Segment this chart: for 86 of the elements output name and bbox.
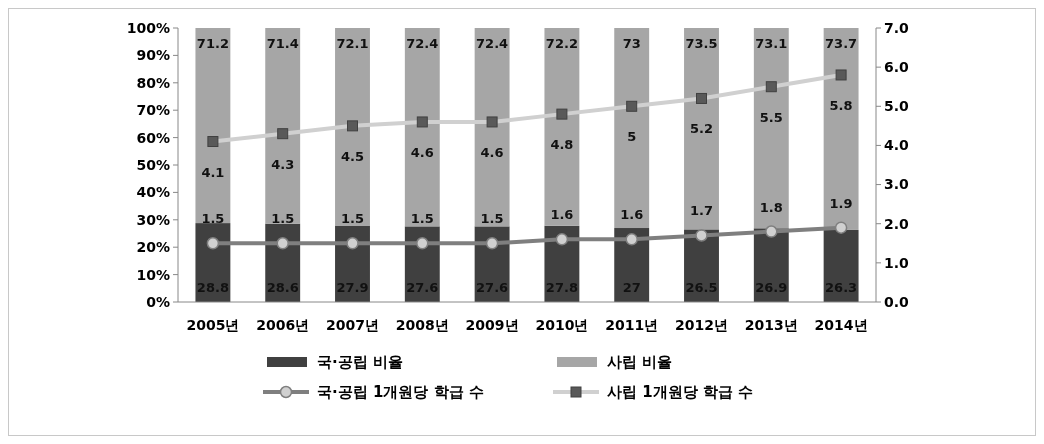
y2-tick-label: 6.0	[884, 59, 910, 76]
data-label: 1.5	[410, 211, 434, 227]
x-tick-label: 2006년	[256, 317, 310, 333]
bar	[404, 28, 440, 227]
y-tick-label: 40%	[136, 184, 170, 201]
x-tick-label: 2010년	[535, 317, 589, 333]
x-tick-label: 2005년	[186, 317, 240, 333]
x-tick-label: 2009년	[465, 317, 519, 333]
bar	[195, 223, 231, 302]
legend-label: 사립 1개원당 학급 수	[607, 383, 754, 402]
data-label: 1.5	[271, 211, 295, 227]
data-label: 72.2	[545, 36, 578, 51]
data-label: 73	[622, 36, 641, 51]
point	[206, 237, 220, 250]
bar	[823, 229, 859, 302]
bar	[195, 28, 231, 224]
data-label: 71.4	[266, 36, 299, 51]
x-tick-label: 2012년	[675, 317, 728, 333]
y-tick-label: 10%	[136, 266, 170, 283]
data-label: 73.7	[825, 36, 858, 51]
bar	[614, 228, 650, 302]
data-label: 4.5	[340, 148, 365, 164]
y2-tick-label: 1.0	[884, 254, 910, 271]
data-label: 1.8	[759, 199, 783, 215]
x-tick-label: 2008년	[395, 317, 449, 333]
y-tick-label: 80%	[136, 74, 170, 91]
data-label: 5.8	[829, 97, 853, 113]
y-tick-label: 70%	[136, 102, 170, 119]
bar	[544, 28, 580, 226]
x-tick-label: 2013년	[744, 317, 798, 333]
data-label: 4.1	[201, 164, 225, 180]
data-label: 5.2	[689, 121, 714, 137]
data-label: 71.2	[196, 36, 229, 51]
y-tick-label: 60%	[136, 129, 170, 146]
data-label: 72.4	[476, 36, 509, 51]
data-label: 1.6	[620, 207, 644, 223]
bar	[335, 28, 370, 226]
data-label: 1.5	[480, 211, 504, 227]
data-label: 73.1	[755, 36, 788, 51]
data-label: 1.9	[829, 195, 853, 211]
x-tick-label: 2007년	[326, 317, 379, 333]
bar	[684, 28, 719, 230]
data-label: 1.6	[550, 207, 574, 223]
y-tick-label: 30%	[136, 211, 170, 228]
bar	[614, 28, 650, 229]
data-label: 4.8	[550, 137, 574, 153]
x-tick-label: 2011년	[605, 317, 659, 333]
point	[695, 229, 708, 242]
data-label: 5	[627, 129, 637, 145]
data-label: 72.4	[406, 36, 439, 51]
point	[416, 237, 429, 250]
point	[346, 237, 359, 250]
y2-tick-label: 0.0	[884, 293, 910, 310]
data-label: 73.5	[685, 36, 718, 51]
data-label: 1.5	[201, 211, 225, 227]
data-label: 4.3	[271, 156, 295, 172]
bar	[753, 28, 789, 229]
y-tick-label: 50%	[136, 156, 170, 173]
bar	[265, 28, 301, 224]
point	[625, 233, 638, 246]
bar	[474, 28, 510, 227]
y2-tick-label: 4.0	[884, 137, 910, 154]
legend-label: 국·공립 비율	[317, 353, 403, 372]
data-label: 5.5	[759, 109, 783, 125]
y2-tick-label: 5.0	[884, 98, 910, 115]
data-label: 4.6	[480, 144, 504, 160]
y2-tick-label: 3.0	[884, 176, 910, 193]
y-tick-label: 0%	[146, 293, 170, 310]
point	[834, 221, 848, 234]
y-tick-label: 100%	[126, 19, 170, 36]
x-tick-label: 2014년	[814, 317, 868, 333]
point	[485, 237, 499, 250]
data-label: 4.6	[410, 144, 434, 160]
y-tick-label: 20%	[136, 239, 170, 256]
bar	[823, 28, 859, 230]
point	[276, 237, 289, 250]
point	[555, 233, 569, 246]
data-label: 1.7	[689, 203, 714, 219]
data-label: 72.1	[336, 36, 369, 51]
point	[765, 225, 778, 238]
data-label: 1.5	[340, 211, 365, 227]
y-tick-label: 90%	[136, 47, 170, 64]
legend-label: 국·공립 1개원당 학급 수	[317, 383, 484, 402]
y2-tick-label: 2.0	[884, 215, 910, 232]
y2-tick-label: 7.0	[884, 19, 910, 36]
legend-label: 사립 비율	[607, 353, 673, 372]
